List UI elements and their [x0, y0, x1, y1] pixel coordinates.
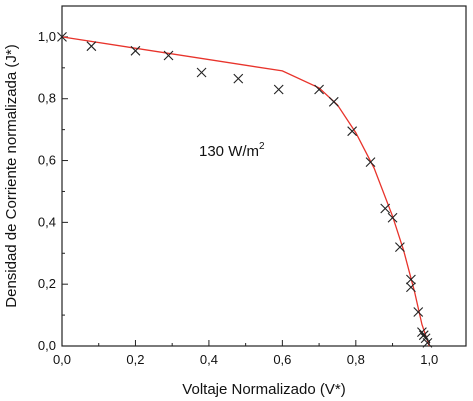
data-point — [196, 67, 207, 78]
data-point — [406, 274, 416, 285]
irradiance-annotation: 130 W/m2 — [199, 141, 265, 160]
irradiance-exponent: 2 — [259, 141, 265, 152]
x-tick-label: 0,8 — [347, 352, 365, 367]
data-point — [406, 282, 416, 293]
y-tick-label: 0,2 — [38, 276, 56, 291]
data-point — [413, 307, 424, 317]
data-point — [86, 41, 97, 52]
x-tick-label: 0,6 — [273, 352, 291, 367]
series-layer — [57, 32, 433, 348]
x-tick-label: 1,0 — [420, 352, 438, 367]
y-tick-label: 0,4 — [38, 214, 56, 229]
x-tick-label: 0,0 — [53, 352, 71, 367]
y-ticks: 0,0 0,2 0,4 0,6 0,8 1,0 — [38, 29, 68, 353]
data-point — [130, 45, 141, 56]
data-point — [233, 73, 244, 84]
data-point — [347, 126, 358, 137]
x-tick-label: 0,4 — [200, 352, 218, 367]
data-point — [365, 157, 376, 167]
data-point — [380, 203, 391, 214]
y-tick-label: 1,0 — [38, 29, 56, 44]
data-point — [163, 50, 174, 61]
irradiance-value: 130 W/m — [199, 143, 259, 160]
x-axis-title: Voltaje Normalizado (V*) — [182, 381, 345, 398]
fit-curve — [61, 36, 430, 347]
data-point — [422, 338, 433, 348]
y-tick-label: 0,8 — [38, 91, 56, 106]
data-point — [328, 96, 339, 107]
x-tick-label: 0,2 — [126, 352, 144, 367]
y-tick-label: 0,6 — [38, 153, 56, 168]
data-point — [417, 327, 427, 337]
data-point — [273, 84, 284, 95]
data-point — [57, 32, 67, 42]
y-axis-title: Densidad de Corriente normalizada (J*) — [3, 44, 20, 307]
data-point — [395, 242, 405, 252]
data-point — [314, 84, 324, 95]
y-tick-label: 0,0 — [38, 338, 56, 353]
data-point — [418, 330, 429, 341]
x-ticks: 0,0 0,2 0,4 0,6 0,8 1,0 — [53, 340, 438, 367]
data-point — [387, 212, 398, 223]
plot-frame — [61, 5, 467, 347]
